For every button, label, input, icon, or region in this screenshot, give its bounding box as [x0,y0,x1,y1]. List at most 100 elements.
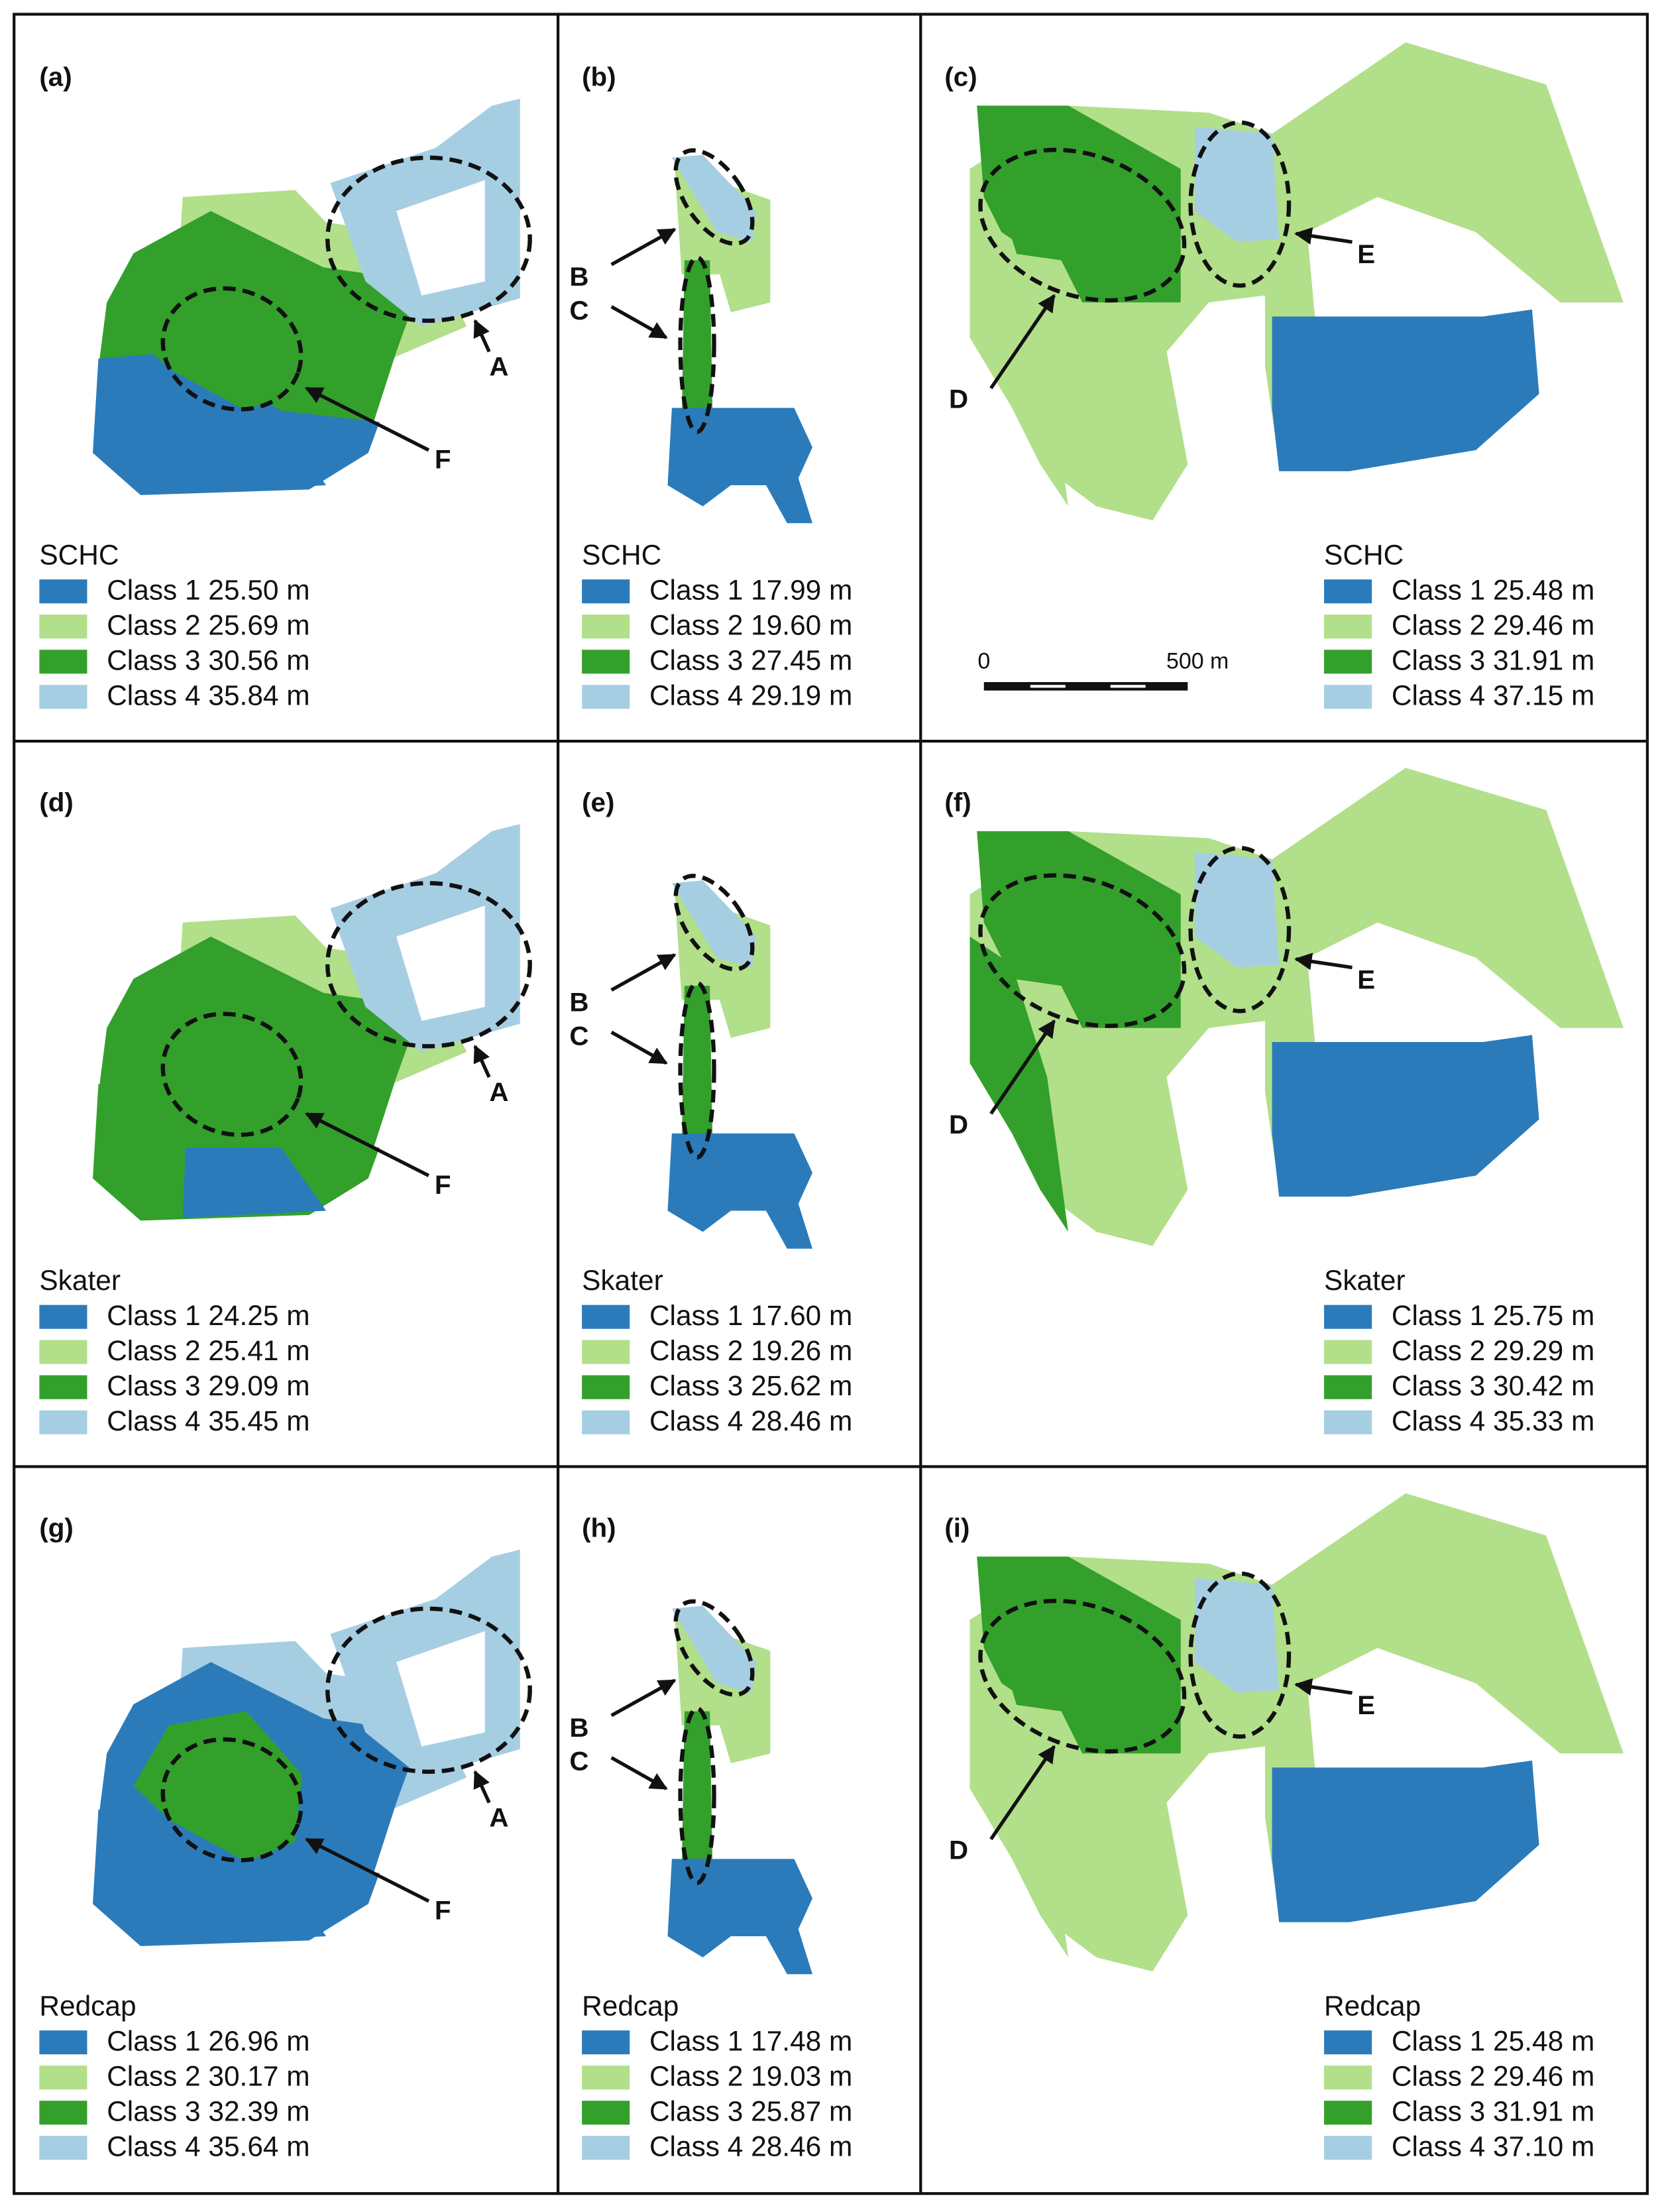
annotation: C [569,1021,588,1051]
legend-item: Class 2 29.46 m [1392,609,1594,640]
class-region [969,936,1069,1232]
class-region [182,422,327,493]
legend-swatch [39,2101,87,2125]
legend-swatch [582,2066,630,2090]
legend-swatch [39,2066,87,2090]
legend-swatch [39,1375,87,1399]
panel-label: (c) [944,62,977,92]
legend-item: Class 1 24.25 m [107,1300,309,1331]
highlight-ellipse [673,1599,755,1697]
legend-swatch [39,2030,87,2055]
legend-title: Redcap [582,1990,679,2021]
map-panel: D E (f) Skater Class 1 25.75 m Class 2 29.29 … [944,768,1624,1436]
legend-swatch [1324,2136,1372,2160]
class-region [396,905,485,1021]
legend-item: Class 3 31.91 m [1392,645,1594,676]
legend-swatch [39,650,87,674]
annotation: E [1357,1690,1375,1720]
panel-label: (e) [582,787,614,817]
legend-swatch [1324,1305,1372,1329]
highlight-ellipse [325,155,532,323]
legend-swatch [39,685,87,709]
class-region [671,880,757,968]
arrow [989,1745,1056,1841]
class-region [1194,127,1280,243]
highlight-ellipse [978,873,1187,1028]
highlight-ellipse [1188,1571,1292,1739]
arrow [610,1756,668,1790]
map-panel: A F (g) Redcap Class 1 26.96 m Class 2 30.17 … [39,1513,532,2162]
legend-swatch [582,1340,630,1364]
annotation: F [435,1896,451,1926]
legend-title: SCHC [39,539,119,570]
legend-title: Redcap [39,1990,136,2021]
legend-swatch [39,2136,87,2160]
class-region [667,1859,812,1975]
class-region [667,1133,812,1249]
panel-label: (i) [944,1513,969,1543]
class-region [681,1711,713,1873]
legend-item: Class 4 35.33 m [1392,1405,1594,1436]
scale-bar [983,681,1188,691]
legend-item: Class 1 17.48 m [649,2025,852,2056]
arrow [610,1030,668,1065]
arrow [305,1837,430,1903]
legend-title: Redcap [1324,1990,1421,2021]
annotation: B [569,262,588,292]
highlight-ellipse [1188,120,1292,288]
legend-item: Class 2 25.41 m [107,1335,309,1366]
legend-title: SCHC [1324,539,1404,570]
map-panel: D E (c) SCHC Class 1 25.48 m Class 2 29.46 m C… [944,42,1624,711]
highlight-ellipse [978,147,1187,303]
arrow [610,227,677,266]
legend-swatch [582,579,630,604]
legend-swatch [582,1305,630,1329]
annotation: A [489,1077,508,1107]
legend-swatch [1324,1410,1372,1434]
legend-title: Skater [1324,1265,1406,1296]
annotation: E [1357,239,1375,269]
highlight-ellipse [978,1598,1187,1754]
legend-swatch [582,685,630,709]
arrow [1294,1678,1353,1696]
class-region [1272,1035,1539,1197]
map-panel: D E (i) Redcap Class 1 25.48 m Class 2 29.46 … [944,1493,1624,2162]
legend-item: Class 1 25.50 m [107,574,309,605]
highlight-ellipse [673,148,755,246]
arrow [473,1770,491,1804]
arrow [610,1678,677,1717]
frame [13,13,1649,2195]
legend-swatch [1324,2066,1372,2090]
annotation: A [489,1803,508,1833]
map-panel: A F (d) Skater Class 1 24.25 m Class 2 25.41 … [39,787,532,1436]
map-panel: BC (h) Redcap Class 1 17.48 m Class 2 19.03 … [569,1513,852,2162]
class-region [667,408,812,524]
legend-title: Skater [582,1265,663,1296]
legend-swatch [39,1410,87,1434]
legend-swatch [39,1305,87,1329]
legend-title: SCHC [582,539,661,570]
annotation: B [569,1713,588,1743]
legend-swatch [582,2101,630,2125]
legend-item: Class 1 25.48 m [1392,574,1594,605]
legend-swatch [1324,2030,1372,2055]
legend-item: Class 4 29.19 m [649,680,852,711]
class-region [1272,309,1539,471]
highlight-ellipse [678,255,716,434]
arrow [1294,953,1353,970]
arrow [989,1019,1056,1115]
highlight-ellipse [678,1706,716,1885]
legend-title: Skater [39,1265,121,1296]
legend-item: Class 3 29.09 m [107,1370,309,1401]
legend-swatch [39,579,87,604]
panel-label: (h) [582,1513,616,1543]
legend-swatch [1324,1340,1372,1364]
highlight-ellipse [1188,846,1292,1014]
legend-item: Class 1 17.60 m [649,1300,852,1331]
highlight-ellipse [678,980,716,1160]
class-region [182,1147,327,1218]
legend-swatch [582,2030,630,2055]
class-region [1194,1578,1280,1694]
class-region [671,154,757,243]
legend-item: Class 2 19.26 m [649,1335,852,1366]
